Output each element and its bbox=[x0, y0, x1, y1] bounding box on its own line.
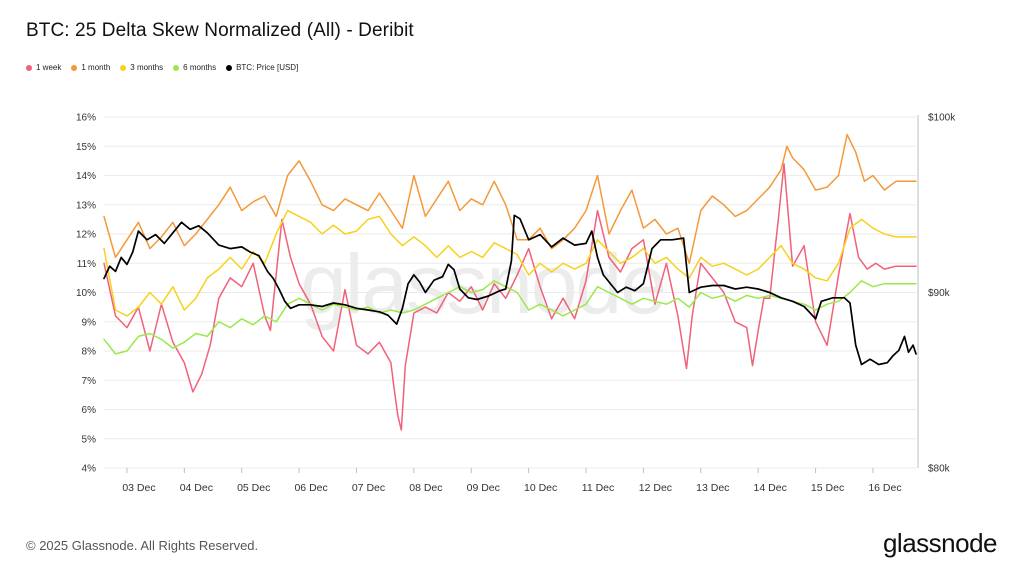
series-line-m3 bbox=[103, 209, 917, 317]
legend-label-1-week: 1 week bbox=[36, 63, 62, 72]
brand-logo[interactable]: glassnode bbox=[882, 528, 998, 558]
copyright-text: © 2025 Glassnode. All Rights Reserved. bbox=[26, 538, 259, 553]
x-tick-label: 05 Dec bbox=[237, 482, 270, 494]
y-tick-label-right: $80k bbox=[928, 464, 951, 475]
y-tick-label-left: 11% bbox=[77, 259, 96, 270]
y-tick-label-left: 7% bbox=[82, 376, 97, 387]
x-tick-label: 08 Dec bbox=[409, 482, 442, 494]
legend-label-btc-price: BTC: Price [USD] bbox=[236, 63, 299, 72]
legend-swatch-3-months bbox=[120, 64, 127, 71]
series-line-m1 bbox=[103, 133, 917, 265]
legend-label-3-months: 3 months bbox=[130, 63, 164, 72]
x-tick-label: 06 Dec bbox=[294, 482, 327, 494]
x-tick-label: 04 Dec bbox=[180, 482, 213, 494]
legend-item-6-months[interactable]: 6 months bbox=[173, 63, 216, 72]
legend-swatch-1-month bbox=[71, 64, 78, 71]
chart-title: BTC: 25 Delta Skew Normalized (All) - De… bbox=[26, 20, 414, 41]
y-tick-label-left: 13% bbox=[76, 200, 96, 211]
legend: 1 week 1 month 3 months 6 months BTC: Pr… bbox=[26, 63, 298, 72]
series-line-price bbox=[103, 214, 917, 366]
y-tick-label-left: 14% bbox=[76, 171, 96, 182]
x-tick-label: 15 Dec bbox=[811, 482, 844, 494]
x-tick-label: 14 Dec bbox=[754, 482, 787, 494]
legend-item-3-months[interactable]: 3 months bbox=[120, 63, 163, 72]
x-tick-label: 12 Dec bbox=[639, 482, 672, 494]
y-tick-label-right: $90k bbox=[928, 288, 951, 299]
y-tick-label-left: 8% bbox=[82, 347, 97, 358]
legend-item-1-month[interactable]: 1 month bbox=[71, 63, 110, 72]
x-tick-label: 09 Dec bbox=[467, 482, 500, 494]
legend-label-1-month: 1 month bbox=[81, 63, 111, 72]
y-tick-label-left: 6% bbox=[82, 405, 97, 416]
series-line-m6 bbox=[103, 280, 917, 355]
x-tick-label: 10 Dec bbox=[524, 482, 557, 494]
series-line-w1 bbox=[103, 163, 917, 431]
y-tick-label-left: 5% bbox=[82, 434, 97, 445]
y-tick-label-left: 16% bbox=[76, 113, 96, 124]
x-tick-label: 16 Dec bbox=[868, 482, 901, 494]
legend-label-6-months: 6 months bbox=[183, 63, 217, 72]
x-tick-label: 11 Dec bbox=[582, 482, 615, 494]
y-tick-label-left: 9% bbox=[82, 317, 97, 328]
y-tick-label-left: 12% bbox=[76, 230, 96, 241]
y-tick-label-left: 15% bbox=[76, 142, 96, 153]
y-tick-label-left: 10% bbox=[76, 288, 96, 299]
legend-swatch-6-months bbox=[173, 64, 180, 71]
y-tick-label-right: $100k bbox=[928, 113, 956, 124]
legend-item-btc-price[interactable]: BTC: Price [USD] bbox=[226, 63, 298, 72]
y-tick-label-left: 4% bbox=[82, 464, 97, 475]
x-tick-label: 03 Dec bbox=[122, 482, 155, 494]
legend-item-1-week[interactable]: 1 week bbox=[26, 63, 61, 72]
legend-swatch-btc-price bbox=[226, 64, 233, 71]
x-tick-label: 07 Dec bbox=[352, 482, 385, 494]
legend-swatch-1-week bbox=[26, 64, 32, 71]
x-tick-label: 13 Dec bbox=[696, 482, 729, 494]
